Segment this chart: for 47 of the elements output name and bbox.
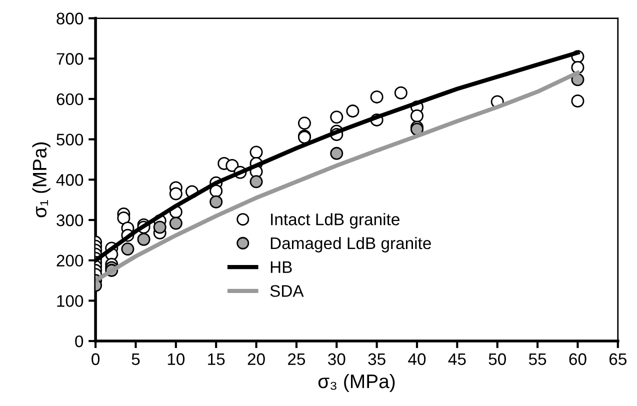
- point: [410, 109, 424, 122]
- x-tick-label: 20: [248, 353, 265, 366]
- y-tick-label: 100: [57, 295, 84, 307]
- point: [346, 104, 360, 118]
- x-tick-label: 25: [288, 353, 306, 366]
- x-tick-label: 45: [448, 353, 466, 366]
- x-tick-label: 60: [569, 353, 586, 366]
- x-tick-label: 55: [528, 353, 546, 366]
- y-tick-label: 200: [56, 254, 84, 267]
- point: [169, 216, 182, 230]
- point: [370, 90, 384, 104]
- legend-label: Intact LdB granite: [271, 213, 400, 229]
- point: [117, 211, 130, 224]
- y-axis-title: σ₁ (MPa): [32, 142, 50, 218]
- x-tick-label: 35: [368, 353, 386, 366]
- y-tick-label: 700: [56, 53, 84, 65]
- point: [226, 159, 239, 172]
- x-axis-title: σ₃ (MPa): [318, 374, 395, 392]
- legend-label: Damaged LdB granite: [270, 236, 431, 252]
- x-tick-label: 40: [408, 353, 426, 366]
- point: [394, 86, 408, 100]
- x-tick-label: 5: [132, 353, 140, 366]
- point: [169, 187, 182, 200]
- point: [250, 175, 263, 188]
- point: [571, 94, 584, 108]
- y-tick-label: 0: [75, 335, 84, 348]
- y-tick-label: 600: [56, 93, 84, 106]
- x-tick-label: 10: [168, 353, 185, 366]
- y-tick-label: 300: [56, 214, 84, 226]
- y-tick-label: 800: [56, 12, 84, 24]
- y-tick-label: 400: [56, 174, 84, 186]
- point: [210, 195, 223, 208]
- point: [121, 242, 134, 256]
- point: [298, 116, 311, 130]
- point: [153, 220, 166, 234]
- x-tick-label: 50: [488, 353, 506, 366]
- point: [137, 232, 150, 246]
- x-tick-label: 65: [609, 353, 626, 366]
- legend-label: SDA: [270, 285, 304, 297]
- point: [330, 110, 344, 124]
- x-tick-label: 30: [328, 353, 346, 366]
- x-tick-label: 0: [92, 353, 100, 366]
- legend-label: HB: [270, 261, 292, 273]
- y-tick-label: 500: [56, 134, 84, 146]
- point: [330, 146, 344, 160]
- point: [250, 146, 263, 159]
- x-tick-label: 15: [208, 353, 225, 366]
